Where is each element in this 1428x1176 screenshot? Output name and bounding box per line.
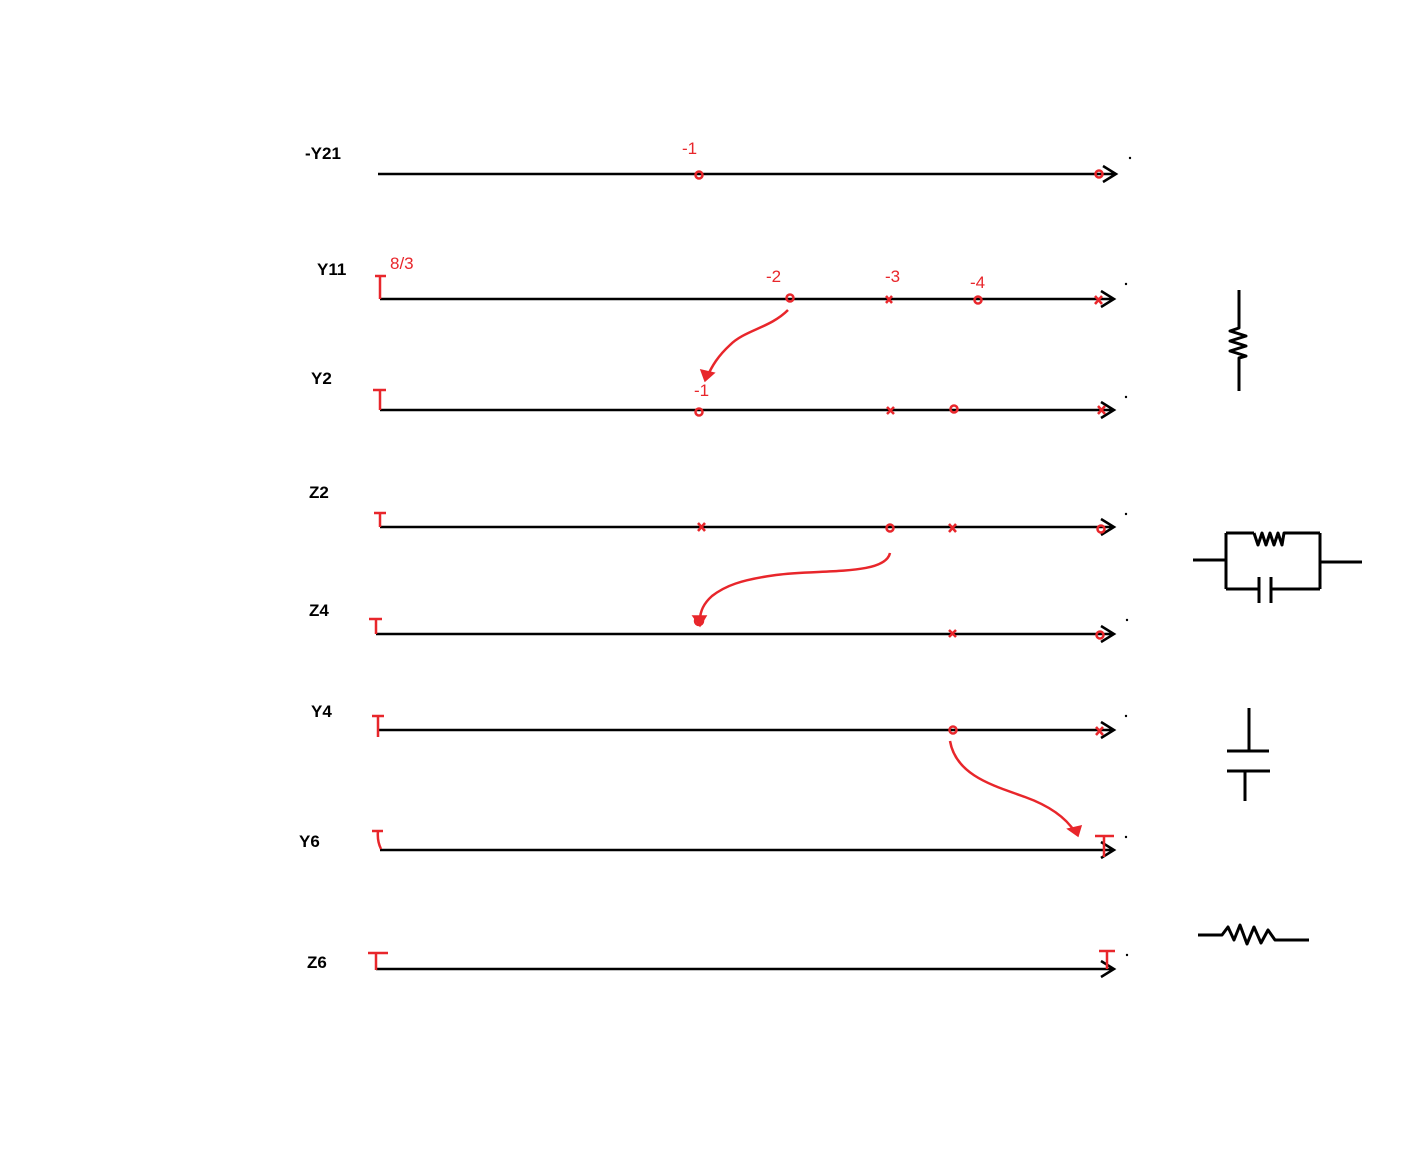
mark-o	[1095, 630, 1105, 640]
mark-o	[973, 295, 983, 305]
axis-y4	[378, 714, 1128, 740]
axis-z4	[376, 618, 1129, 644]
mark-o	[785, 293, 795, 303]
mark-o	[694, 170, 704, 180]
axis-y2	[380, 395, 1128, 420]
mark-x	[948, 629, 957, 638]
mark-label-y11-3: -4	[970, 273, 985, 292]
mark-x	[1095, 726, 1104, 736]
marks-y4	[948, 725, 1104, 736]
mark-x	[1094, 295, 1103, 305]
mark-label-y2-1: -1	[694, 381, 709, 400]
mark-label-y21-1: -1	[682, 139, 697, 158]
mark-x	[948, 523, 957, 533]
axis-y6	[380, 835, 1128, 860]
start-label-y11: 8/3	[390, 254, 414, 273]
row-label-z4: Z4	[309, 601, 329, 620]
mark-o	[949, 404, 959, 414]
row-label-y11: Y11	[317, 260, 346, 279]
row-label-z2: Z2	[309, 483, 329, 502]
row-label-z6: Z6	[307, 953, 327, 972]
marks-z2	[697, 522, 1106, 534]
capacitor-icon	[1227, 708, 1270, 801]
row-label-y4: Y4	[311, 702, 332, 721]
mark-label-y11-1: -2	[766, 267, 781, 286]
mark-o	[694, 407, 704, 417]
start-marker-y4	[372, 714, 384, 737]
axis-z2	[380, 512, 1128, 537]
mark-x	[886, 406, 895, 415]
start-marker-y2	[373, 388, 386, 410]
mark-o	[948, 725, 958, 735]
resistor-icon	[1198, 923, 1309, 946]
marks-y21	[694, 169, 1104, 180]
arrow-y11-to-y2	[699, 309, 789, 383]
axis-z6	[376, 953, 1129, 979]
parallel-rc-network-icon	[1193, 531, 1362, 603]
axis-y11	[380, 282, 1128, 309]
mark-label-y11-2: -3	[885, 267, 900, 286]
row-label-y2: Y2	[311, 369, 332, 388]
start-marker-y6	[372, 829, 383, 850]
start-marker-z4	[369, 617, 382, 634]
end-marker-y6	[1095, 834, 1114, 857]
mark-x	[697, 522, 706, 532]
arrow-y4-to-y6	[948, 740, 1083, 838]
mark-x	[885, 295, 893, 304]
arrow-z2-to-z4	[691, 552, 892, 628]
marks-z4	[693, 615, 1105, 640]
marks-y11	[785, 293, 1103, 305]
start-marker-z2	[374, 511, 386, 527]
start-marker-z6	[368, 951, 388, 970]
end-marker-z6	[1099, 949, 1115, 969]
start-marker-y11	[375, 274, 386, 299]
mark-x	[1097, 405, 1106, 415]
row-label-y6: Y6	[299, 832, 320, 851]
row-label-y21: -Y21	[305, 144, 341, 163]
axis-y21	[378, 156, 1132, 184]
mark-o	[885, 523, 895, 533]
mark-o	[1094, 169, 1104, 179]
inductor-icon	[1228, 290, 1248, 391]
marks-y2	[694, 404, 1106, 417]
mark-o	[1096, 524, 1106, 534]
